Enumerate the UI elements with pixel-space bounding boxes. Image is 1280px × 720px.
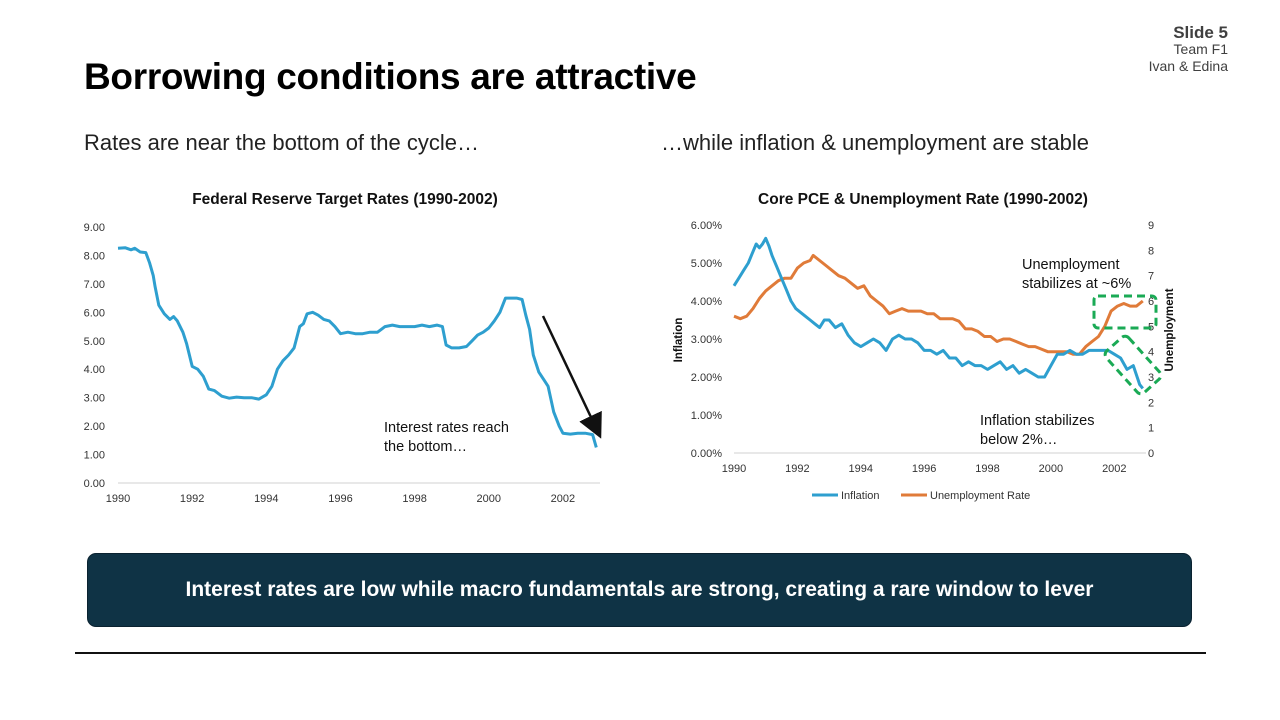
unemployment-annotation-line1: Unemployment: [1022, 257, 1120, 273]
rate-annotation-line1: Interest rates reach: [384, 420, 509, 436]
y-axis-ticks: 0.00 1.00 2.00 3.00 4.00 5.00 6.00 7.00 8.00 9.00: [84, 222, 105, 490]
trend-arrow: [541, 315, 602, 439]
inflation-series-line: [732, 236, 1144, 390]
unemployment-highlight-box: [1092, 294, 1158, 330]
x-tick-label: 1990: [106, 493, 130, 505]
left-y-tick-label: 5.00%: [691, 258, 722, 270]
left-y-axis-ticks: 0.00% 1.00% 2.00% 3.00% 4.00% 5.00% 6.00%: [691, 220, 722, 460]
left-y-tick-label: 6.00%: [691, 220, 722, 232]
left-y-tick-label: 0.00%: [691, 448, 722, 460]
x-tick-label: 1992: [180, 493, 204, 505]
pce-unemployment-chart: Core PCE & Unemployment Rate (1990-2002)…: [673, 191, 1176, 502]
x-tick-label: 2000: [1039, 463, 1063, 475]
right-y-tick-label: 2: [1148, 397, 1154, 409]
x-tick-label: 1998: [975, 463, 999, 475]
y-tick-label: 7.00: [84, 279, 105, 291]
legend-unemployment-label: Unemployment Rate: [930, 490, 1030, 502]
slide-title: Borrowing conditions are attractive: [84, 56, 697, 97]
inflation-highlight-box: [1103, 334, 1163, 396]
chart-title: Core PCE & Unemployment Rate (1990-2002): [758, 191, 1088, 208]
left-y-tick-label: 2.00%: [691, 372, 722, 384]
x-tick-label: 1990: [722, 463, 746, 475]
right-subtitle: …while inflation & unemployment are stab…: [661, 130, 1090, 155]
left-subtitle: Rates are near the bottom of the cycle…: [84, 130, 479, 155]
slide-number: Slide 5: [1173, 23, 1228, 42]
y-tick-label: 4.00: [84, 364, 105, 376]
key-takeaway-banner: Interest rates are low while macro funda…: [87, 553, 1192, 627]
rate-annotation-line2: the bottom…: [384, 439, 467, 455]
key-takeaway-text: Interest rates are low while macro funda…: [185, 578, 1094, 601]
y-tick-label: 6.00: [84, 307, 105, 319]
x-tick-label: 1996: [912, 463, 936, 475]
x-tick-label: 2002: [551, 493, 575, 505]
right-y-tick-label: 9: [1148, 220, 1154, 232]
fed-rates-chart: Federal Reserve Target Rates (1990-2002)…: [84, 191, 602, 505]
right-y-tick-label: 6: [1148, 296, 1154, 308]
y-tick-label: 5.00: [84, 336, 105, 348]
y-tick-label: 3.00: [84, 393, 105, 405]
x-tick-label: 1994: [849, 463, 873, 475]
x-tick-label: 2002: [1102, 463, 1126, 475]
chart-title: Federal Reserve Target Rates (1990-2002): [192, 191, 498, 208]
y-tick-label: 0.00: [84, 478, 105, 490]
y-tick-label: 1.00: [84, 450, 105, 462]
y-tick-label: 9.00: [84, 222, 105, 234]
bottom-divider: [75, 652, 1206, 654]
inflation-annotation-line1: Inflation stabilizes: [980, 413, 1094, 429]
x-axis-ticks: 1990 1992 1994 1996 1998 2000 2002: [722, 463, 1127, 475]
left-y-tick-label: 4.00%: [691, 296, 722, 308]
y-tick-label: 2.00: [84, 421, 105, 433]
right-y-tick-label: 3: [1148, 372, 1154, 384]
x-tick-label: 1996: [328, 493, 352, 505]
right-y-tick-label: 4: [1148, 347, 1154, 359]
rate-series-line: [117, 246, 598, 448]
x-tick-label: 1992: [785, 463, 809, 475]
team-name: Team F1: [1173, 41, 1228, 57]
x-tick-label: 1994: [254, 493, 278, 505]
x-tick-label: 1998: [402, 493, 426, 505]
inflation-annotation-line2: below 2%…: [980, 432, 1057, 448]
x-tick-label: 2000: [477, 493, 501, 505]
right-y-tick-label: 8: [1148, 245, 1154, 257]
right-y-tick-label: 7: [1148, 271, 1154, 283]
left-y-tick-label: 1.00%: [691, 410, 722, 422]
y-tick-label: 8.00: [84, 250, 105, 262]
unemployment-annotation-line2: stabilizes at ~6%: [1022, 276, 1131, 292]
x-axis-ticks: 1990 1992 1994 1996 1998 2000 2002: [106, 493, 575, 505]
right-y-axis-label: Unemployment: [1164, 288, 1176, 371]
authors: Ivan & Edina: [1148, 58, 1228, 74]
right-y-tick-label: 1: [1148, 423, 1154, 435]
left-y-tick-label: 3.00%: [691, 334, 722, 346]
legend-inflation-label: Inflation: [841, 490, 880, 502]
slide-meta: Slide 5 Team F1 Ivan & Edina: [1149, 24, 1228, 75]
left-y-axis-label: Inflation: [673, 318, 685, 363]
right-y-tick-label: 0: [1148, 448, 1154, 460]
